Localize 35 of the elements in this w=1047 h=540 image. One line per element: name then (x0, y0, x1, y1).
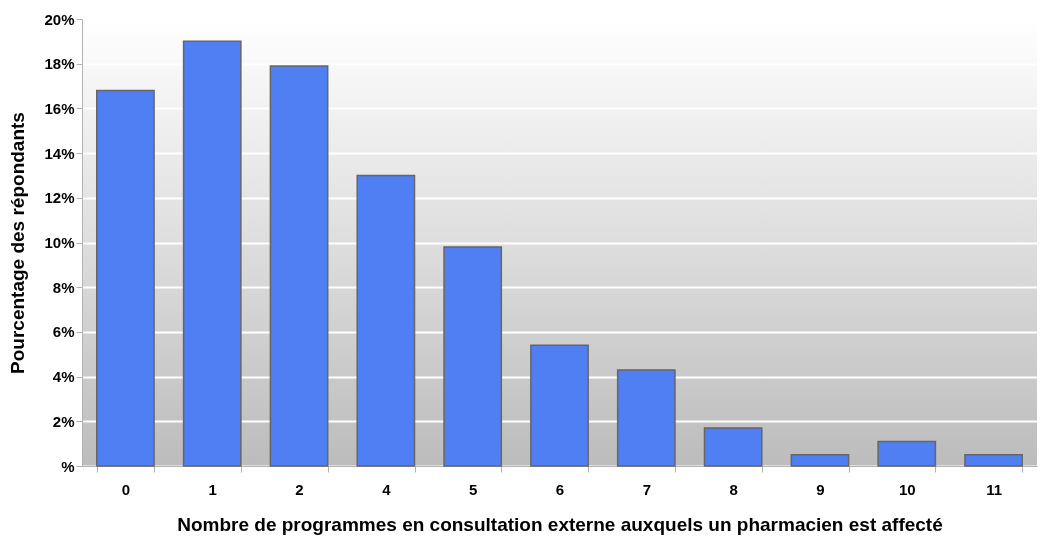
bar (443, 246, 503, 467)
y-axis-title: Pourcentage des répondants (7, 112, 29, 374)
y-tick-label: 2% (52, 412, 75, 430)
y-tick-label: % (61, 457, 75, 475)
x-tick-label: 1 (208, 480, 217, 498)
x-tick-label: 8 (729, 480, 738, 498)
x-tick-label: 4 (382, 480, 392, 498)
y-tick-label: 16% (44, 99, 75, 117)
y-tick-label: 10% (44, 234, 75, 251)
bar (269, 65, 329, 467)
y-tick-label: 12% (44, 189, 75, 207)
bar (356, 174, 416, 467)
y-tick-label: 8% (52, 278, 75, 296)
x-tick-label: 0 (121, 480, 131, 498)
bar (96, 89, 155, 467)
bar (790, 454, 850, 467)
bar (182, 40, 242, 467)
y-tick-label: 18% (44, 55, 75, 73)
bar (877, 440, 937, 467)
x-tick-label: 11 (986, 480, 1003, 498)
y-tick-label: 14% (44, 144, 75, 162)
x-tick-label: 7 (642, 480, 651, 498)
bar (703, 427, 763, 467)
x-tick-label: 6 (555, 480, 565, 498)
x-tick-label: 2 (295, 480, 304, 498)
y-tick-label: 4% (52, 368, 75, 386)
x-axis-title: Nombre de programmes en consultation externe auxquels un pharmacien est affecté (177, 513, 943, 535)
bar (964, 454, 1023, 467)
bar (530, 344, 589, 467)
x-tick-label: 9 (816, 480, 825, 498)
x-tick-label: 5 (469, 480, 478, 498)
bar (616, 369, 676, 467)
y-tick-label: 6% (52, 323, 75, 341)
y-tick-label: 20% (44, 10, 75, 28)
x-tick-label: 10 (898, 480, 916, 498)
